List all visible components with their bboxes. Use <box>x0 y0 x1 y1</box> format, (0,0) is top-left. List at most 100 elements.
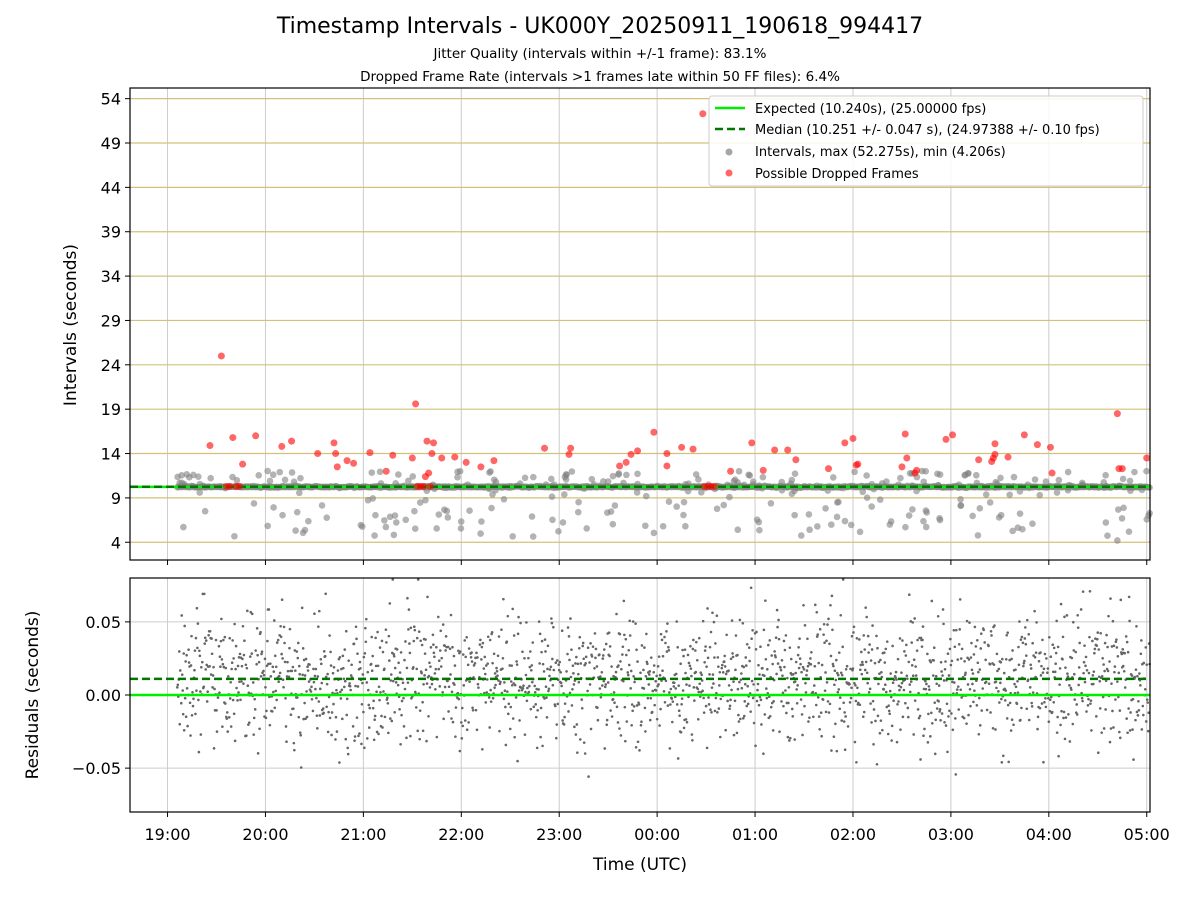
residual-point <box>582 741 586 744</box>
residual-point <box>1091 674 1095 677</box>
residual-point <box>773 650 776 653</box>
dropped-frame-point <box>898 463 906 471</box>
residual-point <box>588 683 592 686</box>
residual-point <box>334 738 337 741</box>
residual-point <box>237 656 241 659</box>
residual-point <box>687 661 691 665</box>
residual-point <box>988 662 992 666</box>
residual-point <box>1098 679 1102 683</box>
residual-point <box>536 708 539 712</box>
residual-point <box>318 609 321 613</box>
residual-point <box>203 636 207 640</box>
residual-point <box>1095 637 1099 641</box>
dropped-frame-point <box>428 450 436 458</box>
dropped-frame-point <box>420 482 428 490</box>
residual-point <box>360 703 364 706</box>
residual-point <box>221 662 225 666</box>
residual-point <box>623 633 626 637</box>
interval-point <box>746 472 754 479</box>
residual-point <box>1127 707 1130 710</box>
residual-point <box>312 680 316 684</box>
residual-point <box>230 661 234 665</box>
residual-point <box>179 701 183 705</box>
residual-point <box>946 750 949 754</box>
residual-point <box>824 710 828 714</box>
residual-point <box>762 628 766 632</box>
top-y-tick-label: 9 <box>111 489 121 508</box>
residual-point <box>810 650 813 654</box>
residual-point <box>894 670 898 674</box>
residual-point <box>1014 685 1018 689</box>
residual-point <box>1075 703 1079 706</box>
interval-point <box>778 486 786 494</box>
residual-point <box>548 674 551 678</box>
residual-point <box>926 741 930 744</box>
residual-point <box>304 657 308 661</box>
residual-point <box>204 668 208 671</box>
interval-point <box>563 471 570 479</box>
interval-point <box>281 476 289 484</box>
residual-point <box>504 705 507 709</box>
residual-point <box>424 668 428 672</box>
residual-point <box>452 654 456 658</box>
residual-point <box>412 625 416 629</box>
residual-point <box>593 632 597 635</box>
residual-point <box>570 648 573 651</box>
residual-point <box>711 673 715 676</box>
residual-point <box>794 671 797 675</box>
residual-point <box>842 701 845 705</box>
residual-point <box>989 629 993 633</box>
residual-point <box>1136 714 1140 717</box>
residual-point <box>586 646 590 649</box>
residual-point <box>997 690 1000 693</box>
residual-point <box>908 690 912 694</box>
residual-point <box>272 670 276 673</box>
residual-point <box>858 638 861 641</box>
residual-point <box>823 641 826 645</box>
interval-point <box>986 499 994 506</box>
residual-point <box>1090 729 1093 732</box>
residual-point <box>907 660 911 664</box>
residual-point <box>1045 657 1048 660</box>
residual-point <box>1056 645 1060 649</box>
interval-point <box>444 514 452 521</box>
residual-point <box>755 630 758 634</box>
residual-point <box>247 721 251 724</box>
residual-point <box>713 656 716 659</box>
residual-point <box>432 651 436 655</box>
interval-point <box>292 527 299 534</box>
residual-point <box>1092 670 1096 673</box>
residual-point <box>766 643 770 647</box>
residual-point <box>214 638 218 642</box>
residual-point <box>1139 684 1142 687</box>
residual-point <box>188 701 192 705</box>
interval-point <box>454 473 461 481</box>
residual-point <box>440 656 444 660</box>
residual-point <box>713 709 717 713</box>
residual-point <box>756 688 759 692</box>
residual-point <box>215 709 218 712</box>
residual-point <box>1044 697 1047 700</box>
residual-point <box>533 684 537 688</box>
dropped-frame-point <box>567 444 575 452</box>
dropped-frame-point <box>333 463 341 471</box>
residual-point <box>805 669 809 672</box>
residual-point <box>199 690 202 693</box>
residual-point <box>383 667 386 671</box>
residual-point <box>568 658 571 662</box>
residual-point <box>946 652 950 656</box>
residual-point <box>781 674 784 677</box>
residual-point <box>813 603 817 607</box>
residual-point <box>849 696 853 700</box>
residual-point <box>956 685 960 688</box>
residual-point <box>667 645 670 649</box>
interval-point <box>575 498 582 506</box>
residual-point <box>1121 648 1125 651</box>
residual-point <box>978 724 982 727</box>
residual-point <box>1038 706 1042 710</box>
residual-point <box>557 668 561 672</box>
residual-point <box>516 759 519 763</box>
residual-point <box>1000 761 1004 764</box>
interval-point <box>1138 486 1146 494</box>
residual-point <box>906 706 910 710</box>
